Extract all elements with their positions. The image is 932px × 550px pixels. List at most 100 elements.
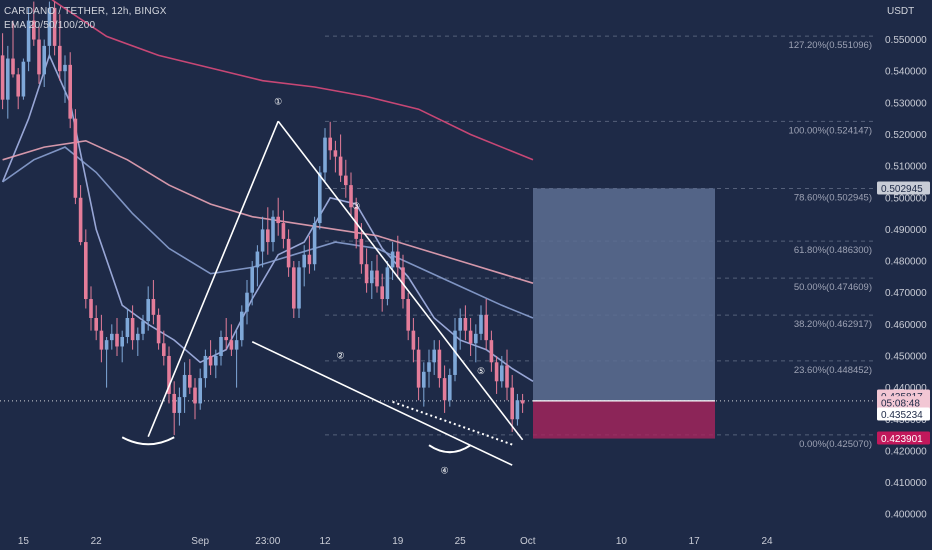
candle-86	[448, 368, 452, 407]
candle-body-15	[78, 197, 83, 243]
candle-36	[188, 359, 192, 394]
candle-body-79	[411, 330, 416, 350]
symbol-title[interactable]: CARDANO / TETHER, 12h, BINGX	[4, 6, 167, 17]
time-axis[interactable]: 15 22 Sep 23:00 12 19 25 Oct 10 17 24	[18, 536, 773, 547]
indicator-legend[interactable]: EMA 20/50/100/200	[4, 20, 96, 31]
y-tick-8: 0.470000	[885, 288, 927, 299]
candle-18	[94, 305, 98, 341]
candle-body-58	[302, 254, 306, 268]
candle-52	[271, 210, 275, 252]
bottom-arc-1	[428, 444, 472, 454]
candle-82	[427, 349, 431, 388]
candle-body-30	[156, 314, 161, 344]
candle-body-11	[58, 45, 62, 72]
x-tick-10: 24	[761, 536, 773, 547]
candle-body-65	[338, 156, 343, 176]
candle-28	[146, 286, 150, 331]
candle-body-14	[73, 118, 78, 198]
candle-body-32	[167, 355, 171, 394]
candle-30	[156, 308, 161, 350]
price-badge-bg-4	[877, 431, 930, 445]
candle-body-61	[318, 172, 322, 224]
candle-29	[151, 280, 156, 325]
candle-89	[463, 305, 468, 341]
candle-39	[203, 349, 208, 388]
candle-body-99	[515, 400, 520, 420]
candle-40	[208, 340, 213, 375]
candle-body-37	[193, 387, 197, 404]
fib-label-7: 0.00%(0.425070)	[799, 439, 872, 450]
candle-body-53	[276, 216, 280, 224]
candle-body-19	[99, 330, 104, 350]
candle-59	[307, 235, 312, 274]
candle-body-3	[16, 74, 20, 97]
candle-9	[47, 1, 52, 59]
fib-label-5: 38.20%(0.462917)	[794, 319, 872, 330]
candle-42	[219, 330, 223, 366]
fib-label-0: 127.20%(0.551096)	[789, 40, 872, 51]
candle-body-33	[172, 393, 176, 413]
candle-84	[437, 340, 442, 388]
candle-57	[297, 261, 301, 318]
candle-body-85	[442, 378, 447, 401]
ema-lines	[1, 0, 534, 382]
candle-body-42	[219, 336, 223, 356]
bottom-arc-0	[121, 436, 175, 446]
candle-53	[276, 197, 280, 236]
candle-48	[250, 261, 254, 306]
candle-body-1	[6, 58, 10, 100]
candle-body-96	[500, 365, 504, 382]
candle-88	[458, 308, 462, 350]
candle-body-60	[312, 223, 317, 265]
candle-75	[390, 242, 395, 281]
candle-body-84	[437, 349, 442, 379]
candle-body-36	[188, 374, 192, 388]
candle-body-22	[115, 333, 119, 347]
price-badge-2: 05:08:48	[877, 396, 930, 410]
candle-4	[21, 58, 26, 100]
candle-body-88	[458, 318, 462, 331]
candle-body-45	[234, 340, 239, 350]
candle-body-12	[63, 64, 67, 72]
candle-body-34	[177, 397, 182, 413]
pattern-line-0	[147, 120, 279, 437]
candle-body-97	[505, 365, 509, 388]
candle-body-55	[286, 238, 291, 268]
candle-body-64	[333, 150, 338, 157]
wave-label-2: ③	[352, 201, 360, 211]
candle-1	[6, 45, 10, 119]
candle-body-47	[245, 292, 249, 312]
candle-body-51	[266, 229, 270, 243]
candle-body-83	[432, 349, 436, 363]
candle-body-98	[510, 387, 514, 420]
candle-body-57	[297, 267, 301, 309]
price-axis[interactable]: 0.550000 0.540000 0.530000 0.520000 0.510000…	[885, 35, 927, 521]
candle-body-9	[47, 7, 52, 46]
candle-body-92	[479, 314, 483, 334]
candle-100	[520, 393, 525, 413]
stop-zone	[533, 400, 715, 439]
y-tick-2: 0.530000	[885, 98, 927, 109]
candle-41	[214, 349, 218, 379]
candle-83	[432, 340, 436, 375]
ema-line-0	[1, 53, 534, 382]
candle-body-56	[292, 267, 296, 309]
candle-46	[240, 305, 244, 347]
candle-body-50	[260, 229, 265, 252]
candle-body-35	[182, 374, 187, 398]
candle-body-26	[136, 333, 140, 341]
price-badge-bg-0	[877, 181, 930, 195]
candle-2	[11, 20, 15, 78]
candle-54	[281, 210, 286, 249]
candle-body-72	[375, 270, 379, 287]
candle-55	[286, 229, 291, 277]
candle-15	[78, 185, 83, 246]
candle-51	[266, 207, 270, 255]
y-tick-6: 0.490000	[885, 225, 927, 236]
candle-93	[484, 299, 488, 350]
candle-58	[302, 245, 306, 287]
candle-body-31	[162, 343, 166, 356]
position-zones	[0, 188, 875, 439]
